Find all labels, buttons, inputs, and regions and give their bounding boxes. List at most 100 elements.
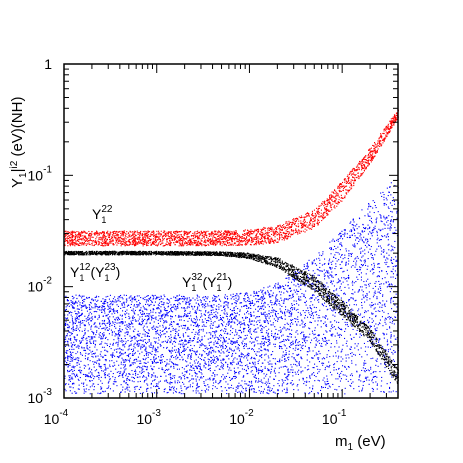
data-point <box>91 325 93 327</box>
data-point <box>151 392 153 394</box>
data-point <box>356 243 358 245</box>
data-point <box>353 388 355 390</box>
data-point <box>136 343 138 345</box>
data-point <box>274 392 276 394</box>
data-point <box>170 352 172 354</box>
data-point <box>152 326 154 328</box>
data-point <box>286 290 288 292</box>
data-point <box>172 311 174 313</box>
data-point <box>120 307 122 309</box>
data-point <box>192 367 194 369</box>
data-point <box>201 342 203 344</box>
data-point <box>135 371 137 373</box>
data-point <box>83 385 85 387</box>
data-point <box>89 311 91 313</box>
data-point <box>192 390 194 392</box>
data-point <box>80 295 82 297</box>
data-point <box>66 352 68 354</box>
data-point <box>201 389 203 391</box>
data-point <box>237 308 239 310</box>
data-point <box>368 283 370 285</box>
data-point <box>157 322 159 324</box>
data-point <box>383 337 385 339</box>
data-point <box>208 350 210 352</box>
data-point <box>325 330 327 332</box>
data-point <box>69 321 71 323</box>
data-point <box>389 364 391 366</box>
data-point <box>312 315 314 317</box>
data-point <box>325 338 327 340</box>
data-point <box>326 354 328 356</box>
data-point <box>68 325 70 327</box>
data-point <box>308 278 310 280</box>
data-point <box>70 332 72 334</box>
data-point <box>353 232 355 234</box>
data-point <box>335 289 337 291</box>
data-point <box>148 330 150 332</box>
data-point <box>231 343 233 345</box>
data-point <box>207 312 209 314</box>
data-point <box>122 345 124 347</box>
data-point <box>122 386 124 388</box>
data-point <box>342 281 344 283</box>
data-point <box>192 321 194 323</box>
data-point <box>161 359 163 361</box>
data-point <box>249 330 251 332</box>
data-point <box>306 265 308 267</box>
data-point <box>65 350 67 352</box>
data-point <box>253 324 255 326</box>
data-point <box>296 365 298 367</box>
data-point <box>136 334 138 336</box>
data-point <box>258 316 260 318</box>
data-point <box>227 318 229 320</box>
data-point <box>189 362 191 364</box>
data-point <box>346 375 348 377</box>
data-point <box>291 309 293 311</box>
data-point <box>124 351 126 353</box>
data-point <box>342 271 344 273</box>
data-point <box>177 364 179 366</box>
data-point <box>359 286 361 288</box>
data-point <box>392 266 394 268</box>
data-point <box>261 381 263 383</box>
data-point <box>362 250 364 252</box>
data-point <box>253 341 255 343</box>
data-point <box>235 329 237 331</box>
data-point <box>212 316 214 318</box>
data-point <box>387 233 389 235</box>
data-point <box>251 300 253 302</box>
data-point <box>161 334 163 336</box>
data-point <box>308 381 310 383</box>
data-point <box>367 278 369 280</box>
data-point <box>317 341 319 343</box>
data-point <box>198 331 200 333</box>
data-point <box>267 380 269 382</box>
data-point <box>389 321 391 323</box>
data-point <box>70 357 72 359</box>
data-point <box>219 299 221 301</box>
data-point <box>239 310 241 312</box>
data-point <box>180 387 182 389</box>
data-point <box>154 341 156 343</box>
data-point <box>77 305 79 307</box>
data-point <box>168 382 170 384</box>
data-point <box>234 357 236 359</box>
data-point <box>166 302 168 304</box>
data-point <box>384 277 386 279</box>
data-point <box>94 352 96 354</box>
data-point <box>169 337 171 339</box>
data-point <box>361 389 363 391</box>
data-point <box>122 389 124 391</box>
data-point <box>176 354 178 356</box>
data-point <box>196 319 198 321</box>
data-point <box>89 349 91 351</box>
data-point <box>253 330 255 332</box>
data-point <box>151 362 153 364</box>
data-point <box>320 270 322 272</box>
data-point <box>218 303 220 305</box>
data-point <box>131 380 133 382</box>
data-point <box>136 295 138 297</box>
data-point <box>250 385 252 387</box>
data-point <box>253 388 255 390</box>
data-point <box>379 306 381 308</box>
